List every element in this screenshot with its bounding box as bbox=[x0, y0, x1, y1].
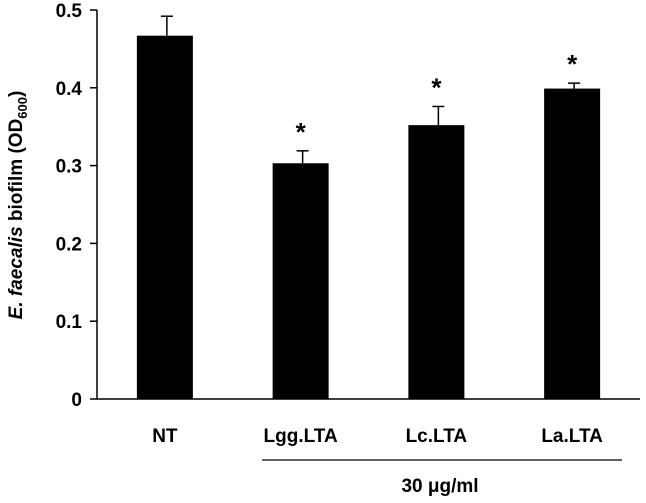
y-axis-label-italic: E. faecalis bbox=[6, 226, 27, 319]
y-tick-label: 0.4 bbox=[56, 79, 83, 100]
y-axis-label: E. faecalis biofilm (OD600) bbox=[6, 91, 30, 320]
bar bbox=[136, 35, 193, 399]
x-category-label: Lc.LTA bbox=[406, 426, 468, 447]
group-label: 30 μg/ml bbox=[401, 476, 478, 497]
significance-marker: * bbox=[296, 117, 307, 147]
significance-marker: * bbox=[431, 72, 442, 102]
y-axis-label-subscript: 600 bbox=[15, 97, 30, 119]
significance-marker: * bbox=[567, 49, 578, 79]
y-tick-label: 0.1 bbox=[56, 312, 83, 333]
y-tick-label: 0.2 bbox=[56, 234, 82, 255]
x-category-label: NT bbox=[152, 426, 178, 447]
y-tick-label: 0.5 bbox=[56, 1, 83, 22]
y-axis-label-plain: biofilm (OD bbox=[6, 119, 27, 227]
x-category-label: Lgg.LTA bbox=[264, 426, 338, 447]
x-category-label: La.LTA bbox=[541, 426, 603, 447]
y-tick-label: 0 bbox=[71, 390, 82, 411]
y-tick-label: 0.3 bbox=[56, 157, 82, 178]
bar bbox=[408, 125, 465, 400]
bar bbox=[544, 88, 601, 399]
y-axis-label-closing: ) bbox=[6, 91, 27, 97]
bar bbox=[272, 163, 329, 399]
